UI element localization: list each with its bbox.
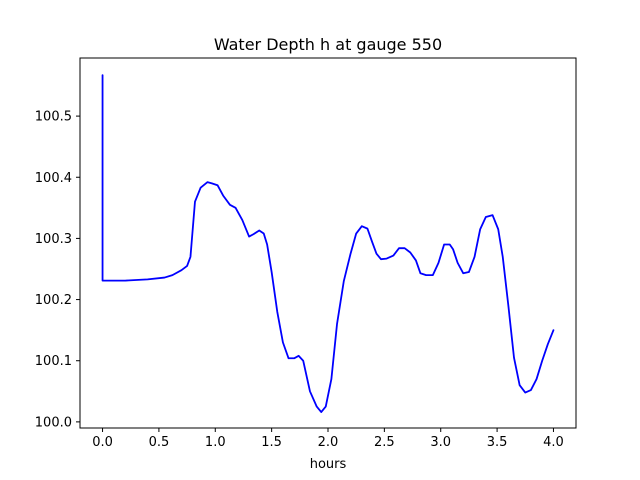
chart-title: Water Depth h at gauge 550 [214, 35, 442, 54]
x-tick-label: 3.0 [430, 435, 451, 450]
y-tick-label: 100.3 [35, 232, 72, 247]
x-tick-label: 4.0 [543, 435, 564, 450]
x-axis-ticks: 0.0 0.5 1.0 1.5 2.0 2.5 3.0 3.5 4.0 [92, 428, 564, 450]
x-tick-label: 2.0 [318, 435, 339, 450]
x-axis-label: hours [310, 457, 347, 472]
plot-frame [79, 57, 577, 429]
x-tick-label: 2.5 [374, 435, 395, 450]
x-tick-label: 3.5 [487, 435, 508, 450]
y-tick-label: 100.5 [35, 110, 72, 125]
y-tick-label: 100.0 [35, 415, 72, 430]
y-axis-ticks: 100.0 100.1 100.2 100.3 100.4 100.5 [35, 110, 80, 430]
y-tick-label: 100.2 [35, 293, 72, 308]
y-tick-label: 100.1 [35, 354, 72, 369]
series-layer [101, 74, 555, 414]
x-tick-label: 0.0 [92, 435, 113, 450]
x-tick-label: 1.5 [261, 435, 282, 450]
x-tick-label: 0.5 [149, 435, 170, 450]
y-tick-label: 100.4 [35, 171, 72, 186]
x-tick-label: 1.0 [205, 435, 226, 450]
water-depth-line [101, 74, 555, 414]
